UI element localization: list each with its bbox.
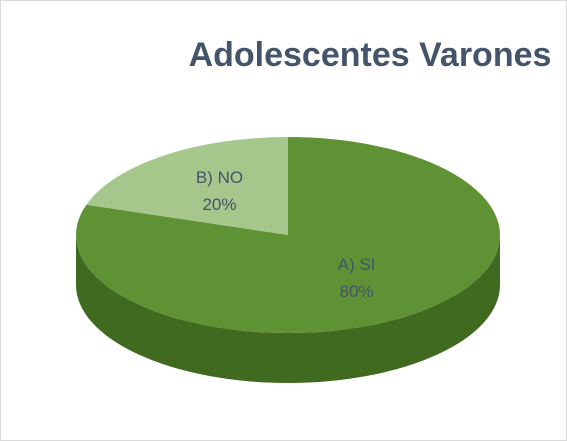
slice-value-label: 80% xyxy=(340,282,374,301)
pie-slice xyxy=(76,137,501,334)
chart-title: Adolescentes Varones xyxy=(189,36,552,74)
pie-side xyxy=(76,235,500,383)
slice-label: B) NO xyxy=(196,168,243,187)
slice-label: A) SI xyxy=(338,255,376,274)
pie-slice xyxy=(86,137,288,235)
slice-value-label: 20% xyxy=(202,195,236,214)
